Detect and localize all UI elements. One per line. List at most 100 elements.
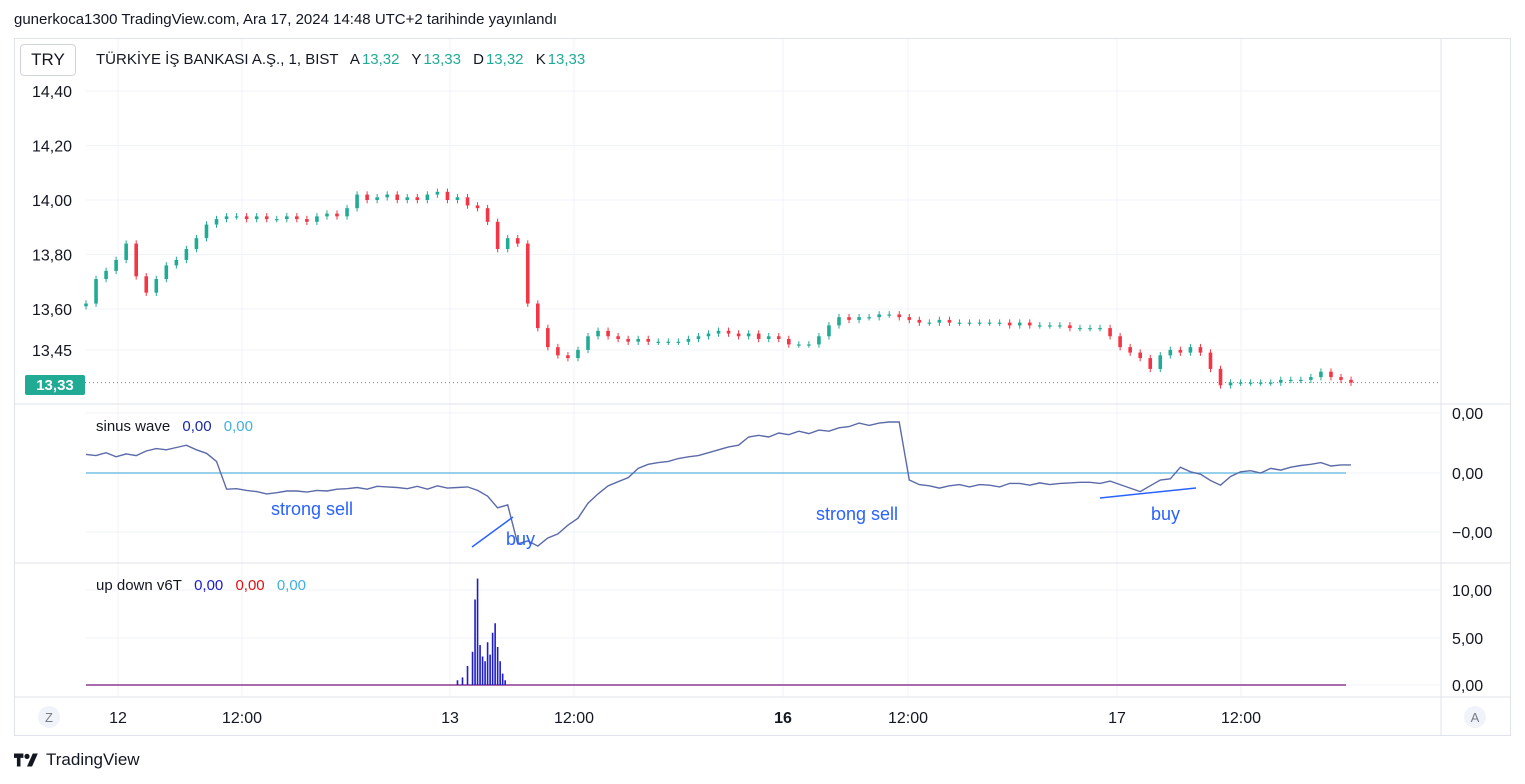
candle-body bbox=[1339, 377, 1343, 380]
y-tick-label: 13,45 bbox=[32, 343, 72, 360]
updown-tick-label: 5,00 bbox=[1452, 631, 1483, 648]
candle-body bbox=[1178, 349, 1183, 353]
candle-body bbox=[636, 338, 640, 342]
updown-bar bbox=[479, 645, 481, 685]
candle-body bbox=[596, 330, 600, 337]
candle-body bbox=[385, 194, 389, 198]
candle-body bbox=[746, 333, 751, 337]
sinus-value-2: 0,00 bbox=[223, 418, 253, 435]
sinus-layer bbox=[85, 421, 1351, 547]
candle-body bbox=[475, 205, 480, 209]
candle-body bbox=[887, 314, 891, 316]
candle-body bbox=[164, 265, 169, 280]
y-tick-label: 13,80 bbox=[32, 248, 72, 265]
candle-body bbox=[997, 322, 1002, 324]
close-label: K bbox=[535, 51, 546, 68]
candle-body bbox=[204, 224, 209, 239]
time-tick-label: 13 bbox=[441, 710, 459, 727]
candle-body bbox=[877, 314, 881, 318]
symbol-name: TÜRKİYE İŞ BANKASI A.Ş., 1, BIST bbox=[96, 51, 339, 68]
candle-body bbox=[1299, 379, 1303, 382]
candle-body bbox=[1088, 328, 1092, 330]
candle-body bbox=[897, 314, 902, 318]
candle-body bbox=[355, 194, 359, 209]
candle-body bbox=[1198, 347, 1203, 353]
auto-scale-button[interactable]: A bbox=[1464, 706, 1486, 728]
candle-body bbox=[335, 213, 339, 217]
candle-body bbox=[1078, 328, 1082, 330]
candle-body bbox=[234, 216, 239, 218]
candle-body bbox=[1289, 379, 1293, 382]
candle-body bbox=[686, 338, 691, 342]
candle-body bbox=[1128, 347, 1132, 353]
candle-body bbox=[375, 197, 379, 200]
candle-body bbox=[847, 317, 851, 320]
candle-body bbox=[1068, 325, 1072, 329]
currency-button[interactable]: TRY bbox=[20, 44, 76, 76]
candle-body bbox=[84, 303, 88, 307]
candle-body bbox=[315, 216, 319, 222]
candle-body bbox=[134, 243, 138, 277]
sinus-name: sinus wave bbox=[96, 418, 171, 435]
annotation-strong-sell-2: strong sell bbox=[816, 504, 899, 524]
low-label: D bbox=[473, 51, 484, 68]
zoom-z-button[interactable]: Z bbox=[38, 706, 60, 728]
updown-bar bbox=[489, 654, 491, 685]
updown-bar bbox=[499, 661, 501, 685]
candle-body bbox=[1248, 382, 1253, 384]
time-tick-label: 16 bbox=[774, 710, 792, 727]
candle-body bbox=[144, 276, 149, 293]
candle-body bbox=[1048, 325, 1052, 327]
sinus-wave-line bbox=[85, 421, 1351, 547]
high-label: Y bbox=[411, 51, 422, 68]
time-tick-label: 12:00 bbox=[222, 710, 262, 727]
candle-body bbox=[1349, 379, 1353, 383]
candle-body bbox=[1258, 382, 1263, 384]
sinus-tick-label: 0,00 bbox=[1452, 466, 1483, 483]
candle-body bbox=[1168, 349, 1173, 356]
candle-body bbox=[646, 338, 651, 342]
candle-body bbox=[505, 238, 510, 250]
y-tick-label: 14,20 bbox=[32, 139, 72, 156]
updown-value-1: 0,00 bbox=[194, 577, 224, 594]
candle-body bbox=[1118, 336, 1122, 348]
candle-body bbox=[174, 259, 179, 266]
buy-trendline-2 bbox=[1099, 487, 1197, 499]
candle-body bbox=[425, 194, 430, 200]
updown-bar bbox=[474, 599, 476, 685]
candle-body bbox=[776, 336, 781, 339]
candle-body bbox=[1108, 328, 1112, 337]
candle-body bbox=[726, 330, 731, 334]
candle-body bbox=[124, 243, 128, 260]
annotation-buy-2: buy bbox=[1151, 504, 1181, 524]
y-tick-label: 13,60 bbox=[32, 302, 72, 319]
candle-body bbox=[666, 341, 671, 343]
grid-layer bbox=[86, 39, 1441, 697]
candle-body bbox=[977, 322, 982, 324]
updown-y-axis: 10,00 5,00 0,00 bbox=[1452, 583, 1492, 695]
candle-body bbox=[254, 216, 259, 220]
candle-body bbox=[1148, 358, 1153, 369]
hist-layer bbox=[86, 578, 1346, 686]
brand-name: TradingView bbox=[46, 750, 140, 769]
candle-body bbox=[626, 338, 630, 342]
candle-body bbox=[857, 317, 861, 320]
candle-body bbox=[214, 219, 219, 225]
open-value: 13,32 bbox=[361, 51, 400, 68]
candle-body bbox=[827, 325, 831, 337]
candle-body bbox=[576, 349, 580, 359]
candle-body bbox=[285, 216, 289, 220]
updown-legend: up down v6T 0,00 0,00 0,00 bbox=[96, 577, 308, 594]
high-value: 13,33 bbox=[423, 51, 461, 68]
candle-body bbox=[947, 319, 952, 323]
low-value: 13,32 bbox=[485, 51, 524, 68]
candle-body bbox=[937, 319, 942, 323]
candle-body bbox=[696, 336, 701, 339]
candle-body bbox=[485, 208, 490, 222]
updown-value-3: 0,00 bbox=[276, 577, 307, 594]
sinus-legend: sinus wave 0,00 0,00 bbox=[96, 418, 255, 435]
y-tick-label: 14,00 bbox=[32, 193, 72, 210]
last-price-tag: 13,33 bbox=[25, 375, 85, 395]
time-tick-label: 12:00 bbox=[1221, 710, 1261, 727]
chart-frame bbox=[14, 38, 1511, 736]
